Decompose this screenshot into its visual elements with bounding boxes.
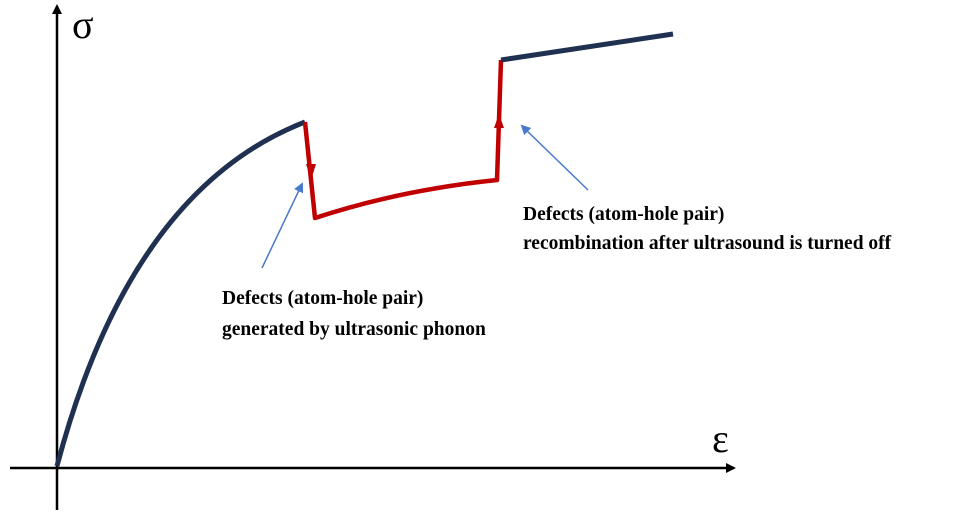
annotation: generated by ultrasonic phonon <box>222 319 486 340</box>
y-axis-label: σ <box>72 2 94 47</box>
annotation: Defects (atom-hole pair) <box>523 204 724 225</box>
ultrasound-curve <box>302 59 504 221</box>
elastic-curve <box>54 119 306 467</box>
recovery-curve <box>500 31 674 63</box>
annotation: Defects (atom-hole pair) <box>222 288 423 309</box>
up-arrow <box>494 114 504 128</box>
pointer <box>261 182 304 269</box>
annotation: recombination after ultrasound is turned… <box>523 233 892 254</box>
x-axis-label: ε <box>712 416 729 461</box>
down-arrow <box>306 164 316 180</box>
pointer <box>520 124 589 191</box>
